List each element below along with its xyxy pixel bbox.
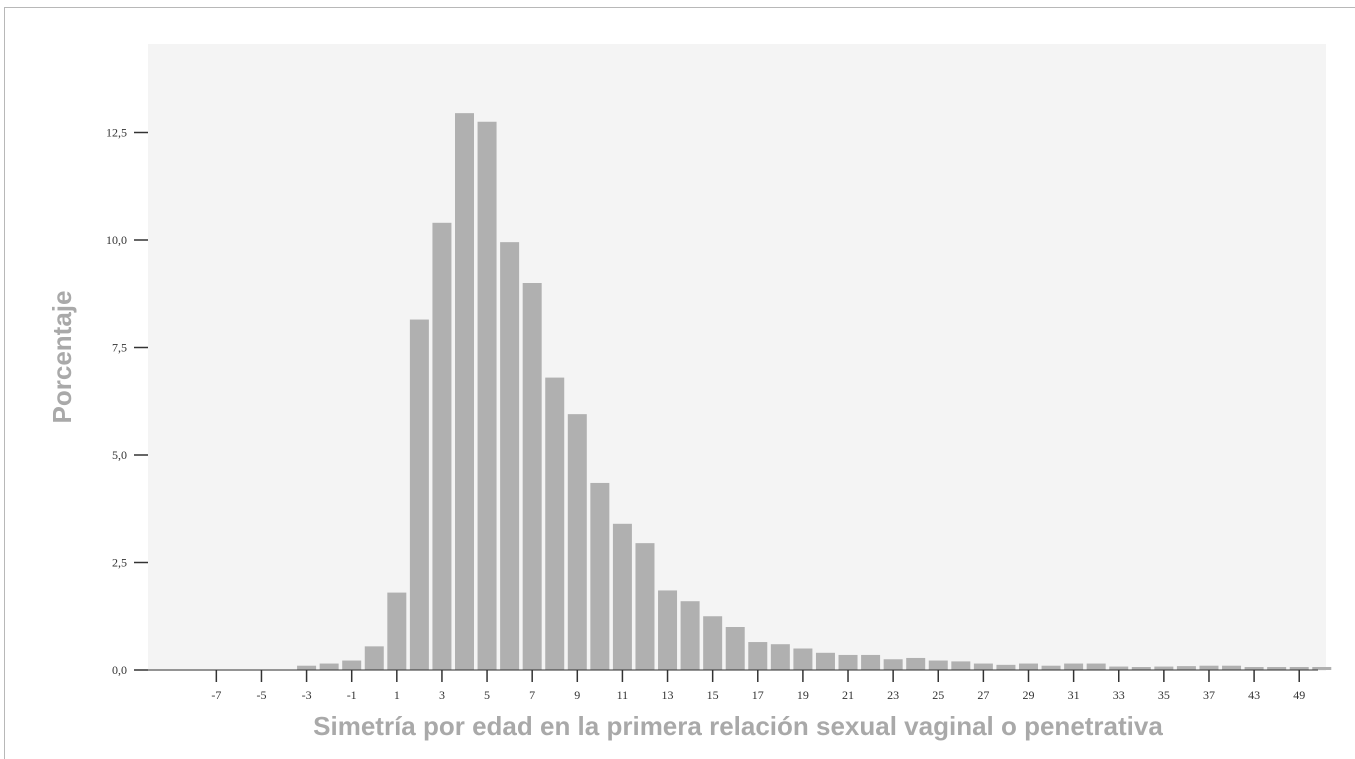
- bar: [387, 592, 407, 670]
- bar: [590, 482, 610, 670]
- x-axis: -7 -5 -3 -1 1 3 5 7 9 11 13 15 17 19 21 23 25 27 29 31 33 35 3…: [211, 670, 1305, 702]
- y-tick-label: 10,0: [106, 233, 127, 247]
- bar: [1154, 666, 1174, 670]
- bar: [815, 652, 835, 670]
- bar: [1312, 666, 1332, 670]
- bar: [1109, 666, 1129, 670]
- bar: [658, 590, 678, 670]
- y-axis-title: Porcentaje: [47, 291, 77, 424]
- bar: [703, 616, 723, 670]
- bar: [635, 543, 655, 670]
- bars-group: [297, 113, 1332, 671]
- bar: [612, 523, 632, 670]
- x-tick-label: -1: [347, 688, 357, 702]
- bar: [1131, 666, 1151, 670]
- bar: [861, 654, 881, 670]
- x-tick-label: -7: [211, 688, 221, 702]
- x-tick-label: 35: [1158, 688, 1170, 702]
- x-tick-label: 29: [1023, 688, 1035, 702]
- bar: [973, 663, 993, 670]
- y-tick-label: 0,0: [112, 663, 127, 677]
- bar: [567, 414, 587, 670]
- x-tick-label: 43: [1248, 688, 1260, 702]
- bar: [364, 646, 384, 670]
- y-tick-label: 5,0: [112, 448, 127, 462]
- y-tick-label: 2,5: [112, 556, 127, 570]
- bar: [1176, 666, 1196, 670]
- bar: [996, 664, 1016, 670]
- bar: [1222, 665, 1242, 670]
- bar: [1041, 665, 1061, 670]
- y-tick-label: 7,5: [112, 341, 127, 355]
- x-tick-label: -5: [256, 688, 266, 702]
- x-tick-label: 33: [1113, 688, 1125, 702]
- frame-top-border: [4, 7, 1355, 8]
- x-tick-label: 25: [932, 688, 944, 702]
- x-tick-label: 17: [752, 688, 764, 702]
- bar: [432, 222, 452, 671]
- bar: [500, 242, 520, 670]
- bar: [928, 660, 948, 670]
- y-axis: 0,0 2,5 5,0 7,5 10,0 12,5: [106, 126, 148, 677]
- x-tick-label: 3: [439, 688, 445, 702]
- x-tick-label: 31: [1068, 688, 1080, 702]
- x-tick-label: 27: [977, 688, 989, 702]
- bar: [1199, 665, 1219, 670]
- x-axis-title: Simetría por edad en la primera relación…: [313, 711, 1163, 741]
- x-tick-label: 37: [1203, 688, 1215, 702]
- bar: [1086, 663, 1106, 670]
- bar: [522, 283, 542, 670]
- bar: [793, 648, 813, 670]
- bar: [883, 659, 903, 670]
- x-tick-label: 9: [574, 688, 580, 702]
- bar: [680, 601, 700, 670]
- x-tick-label: 11: [617, 688, 629, 702]
- x-tick-label: 1: [394, 688, 400, 702]
- bar: [906, 657, 926, 670]
- x-tick-label: 19: [797, 688, 809, 702]
- x-tick-label: 13: [662, 688, 674, 702]
- bar: [297, 665, 317, 670]
- bar: [319, 663, 339, 670]
- bar: [342, 660, 362, 670]
- bar: [455, 113, 474, 670]
- bar: [838, 654, 858, 670]
- frame-left-border: [4, 7, 5, 759]
- x-tick-label: 23: [887, 688, 899, 702]
- bar: [1244, 666, 1264, 670]
- bar: [748, 642, 768, 670]
- bar: [477, 121, 497, 670]
- bar: [1019, 663, 1038, 670]
- bar: [1289, 666, 1309, 670]
- x-tick-label: -3: [302, 688, 312, 702]
- bar: [770, 644, 790, 670]
- x-tick-label: 7: [529, 688, 535, 702]
- bar: [1064, 663, 1084, 670]
- x-tick-label: 49: [1293, 688, 1305, 702]
- plot-background: [148, 44, 1326, 671]
- bar: [951, 661, 971, 670]
- x-tick-label: 5: [484, 688, 490, 702]
- bar: [1267, 666, 1287, 670]
- x-tick-label: 21: [842, 688, 854, 702]
- bar: [409, 319, 429, 670]
- bar: [545, 377, 565, 670]
- x-tick-label: 15: [707, 688, 719, 702]
- y-tick-label: 12,5: [106, 126, 127, 140]
- bar: [725, 627, 745, 670]
